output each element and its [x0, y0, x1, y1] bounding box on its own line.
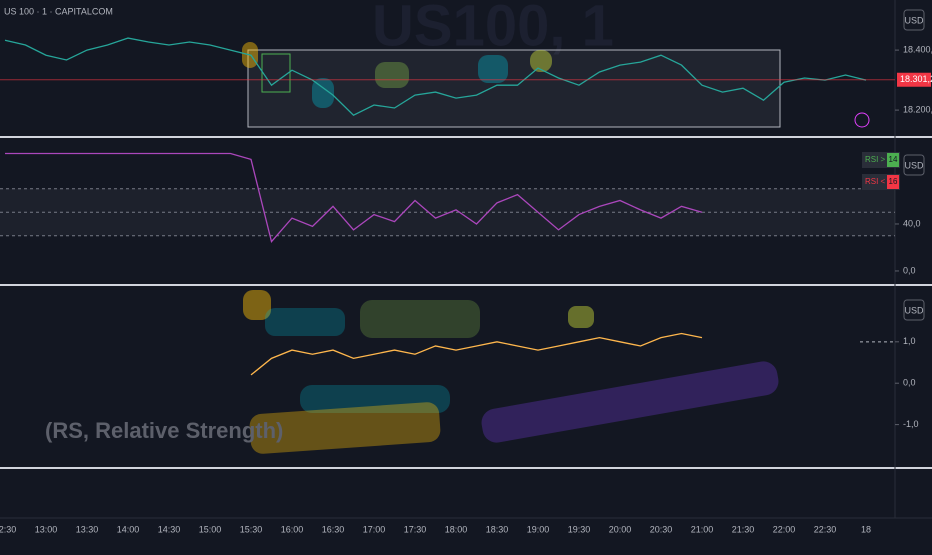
x-tick-label: 20:30: [650, 524, 673, 534]
alert-icon: [854, 112, 870, 128]
series-line: [250, 332, 703, 376]
y-tick-label: 18.400,0: [903, 44, 932, 54]
x-tick-label: 17:30: [404, 524, 427, 534]
highlight: [265, 308, 345, 336]
y-tick-label: 1,0: [903, 336, 916, 346]
series-line: [4, 37, 867, 116]
highlight: [312, 78, 334, 108]
x-tick-label: 13:00: [35, 524, 58, 534]
x-tick-label: 18: [861, 524, 871, 534]
legend-count-box: [887, 175, 899, 189]
x-tick-label: 15:00: [199, 524, 222, 534]
y-tick-label: 0,0: [903, 265, 916, 275]
x-tick-label: 14:30: [158, 524, 181, 534]
currency-button[interactable]: [903, 299, 925, 321]
legend-count: 16: [889, 177, 898, 186]
x-tick-label: 14:00: [117, 524, 140, 534]
legend-label: RSI > 50: [865, 155, 897, 164]
highlight: [481, 361, 779, 443]
y-tick-label: 40,0: [903, 218, 921, 228]
last-price-tag: [897, 72, 931, 87]
x-tick-label: 21:00: [691, 524, 714, 534]
x-tick-label: 20:00: [609, 524, 632, 534]
y-tick-label: 0,0: [903, 378, 916, 388]
highlight: [568, 306, 594, 328]
range-box: [247, 49, 781, 128]
x-tick-label: 13:30: [76, 524, 99, 534]
legend-count-box: [887, 153, 899, 167]
currency[interactable]: USD: [904, 160, 924, 170]
x-tick-label: 15:30: [240, 524, 263, 534]
symbol-title: US 100 · 1 · CAPITALCOM: [4, 6, 113, 16]
highlight: [243, 290, 271, 320]
small-box: [261, 53, 291, 93]
highlight: [375, 62, 409, 88]
rs-title: (RS, Relative Strength): [45, 418, 283, 443]
x-tick-label: 21:30: [732, 524, 755, 534]
last-price-label: 18.301,2: [900, 74, 932, 84]
x-tick-label: 22:00: [773, 524, 796, 534]
currency-button[interactable]: [903, 154, 925, 176]
highlight: [360, 300, 480, 338]
x-tick-label: 22:30: [814, 524, 837, 534]
highlight: [300, 385, 450, 413]
x-tick-label: 18:30: [486, 524, 509, 534]
x-tick-label: 18:00: [445, 524, 468, 534]
y-tick-label: -1,0: [903, 419, 919, 429]
highlight: [249, 402, 441, 454]
currency[interactable]: USD: [904, 305, 924, 315]
legend-count: 14: [889, 155, 898, 164]
currency-button[interactable]: [903, 9, 925, 31]
x-tick-label: 19:30: [568, 524, 591, 534]
highlight: [478, 55, 508, 83]
x-tick-label: 12:30: [0, 524, 16, 534]
y-tick-label: 18.200,0: [903, 104, 932, 114]
x-tick-label: 17:00: [363, 524, 386, 534]
legend-label: RSI < 50: [865, 177, 897, 186]
level-band: [0, 188, 895, 236]
x-tick-label: 16:30: [322, 524, 345, 534]
currency[interactable]: USD: [904, 15, 924, 25]
watermark: US100, 1: [372, 0, 614, 58]
highlight: [530, 50, 552, 72]
x-tick-label: 16:00: [281, 524, 304, 534]
x-tick-label: 19:00: [527, 524, 550, 534]
series-line: [5, 152, 703, 243]
